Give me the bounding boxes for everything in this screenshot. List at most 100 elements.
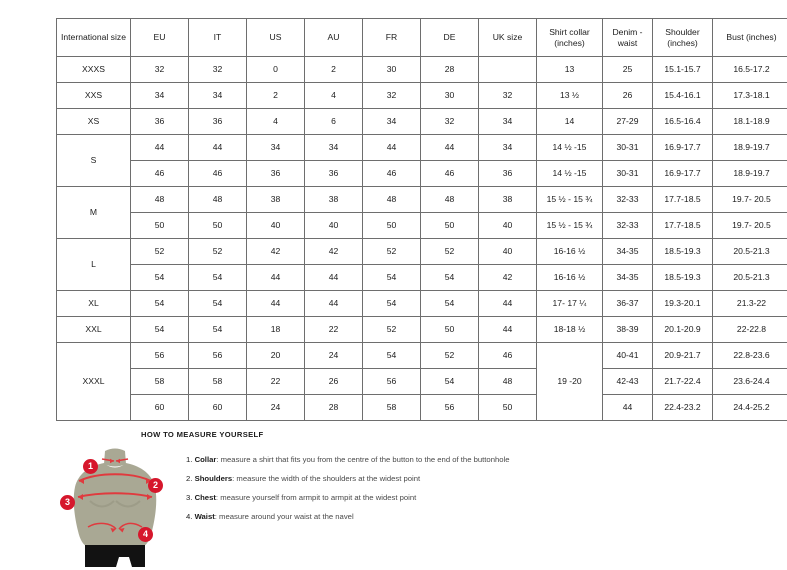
cell-uk: 50 xyxy=(479,395,537,421)
column-header-11: Bust (inches) xyxy=(713,19,787,57)
cell-de: 48 xyxy=(421,187,479,213)
cell-de: 28 xyxy=(421,57,479,83)
cell-au: 2 xyxy=(305,57,363,83)
cell-fr: 44 xyxy=(363,135,421,161)
cell-fr: 32 xyxy=(363,83,421,109)
cell-collar: 18-18 ½ xyxy=(537,317,603,343)
cell-eu: 52 xyxy=(131,239,189,265)
cell-shoulder: 15.1-15.7 xyxy=(653,57,713,83)
cell-bust: 18.1-18.9 xyxy=(713,109,787,135)
cell-de: 52 xyxy=(421,239,479,265)
cell-au: 40 xyxy=(305,213,363,239)
cell-denim: 32-33 xyxy=(603,213,653,239)
cell-eu: 46 xyxy=(131,161,189,187)
cell-it: 32 xyxy=(189,57,247,83)
cell-au: 4 xyxy=(305,83,363,109)
cell-shoulder: 16.9-17.7 xyxy=(653,135,713,161)
cell-us: 34 xyxy=(247,135,305,161)
cell-eu: 56 xyxy=(131,343,189,369)
measure-instruction-list: 1. Collar: measure a shirt that fits you… xyxy=(186,445,510,531)
measure-instruction-2: 2. Shoulders: measure the width of the s… xyxy=(186,474,510,484)
cell-denim: 44 xyxy=(603,395,653,421)
cell-it: 56 xyxy=(189,343,247,369)
cell-us: 44 xyxy=(247,291,305,317)
cell-fr: 30 xyxy=(363,57,421,83)
cell-au: 24 xyxy=(305,343,363,369)
cell-shoulder: 16.5-16.4 xyxy=(653,109,713,135)
cell-us: 22 xyxy=(247,369,305,395)
cell-bust: 22.8-23.6 xyxy=(713,343,787,369)
cell-eu: 60 xyxy=(131,395,189,421)
cell-it: 36 xyxy=(189,109,247,135)
column-header-7: UK size xyxy=(479,19,537,57)
cell-denim: 40-41 xyxy=(603,343,653,369)
cell-collar: 16-16 ½ xyxy=(537,265,603,291)
cell-uk: 44 xyxy=(479,317,537,343)
cell-fr: 50 xyxy=(363,213,421,239)
cell-denim: 36-37 xyxy=(603,291,653,317)
cell-intl: L xyxy=(57,239,131,291)
cell-shoulder: 21.7-22.4 xyxy=(653,369,713,395)
cell-bust: 22-22.8 xyxy=(713,317,787,343)
torso-figure-svg xyxy=(56,445,174,570)
cell-bust: 20.5-21.3 xyxy=(713,239,787,265)
cell-intl: XS xyxy=(57,109,131,135)
cell-intl: XXS xyxy=(57,83,131,109)
cell-us: 0 xyxy=(247,57,305,83)
measure-marker-1: 1 xyxy=(83,459,98,474)
cell-au: 6 xyxy=(305,109,363,135)
cell-collar: 17- 17 ¼ xyxy=(537,291,603,317)
cell-it: 44 xyxy=(189,135,247,161)
cell-uk: 38 xyxy=(479,187,537,213)
cell-bust: 20.5-21.3 xyxy=(713,265,787,291)
cell-bust: 16.5-17.2 xyxy=(713,57,787,83)
cell-fr: 52 xyxy=(363,239,421,265)
cell-us: 38 xyxy=(247,187,305,213)
cell-uk: 34 xyxy=(479,109,537,135)
cell-shoulder: 20.1-20.9 xyxy=(653,317,713,343)
cell-eu: 36 xyxy=(131,109,189,135)
cell-shoulder: 22.4-23.2 xyxy=(653,395,713,421)
cell-fr: 34 xyxy=(363,109,421,135)
cell-shoulder: 19.3-20.1 xyxy=(653,291,713,317)
cell-us: 20 xyxy=(247,343,305,369)
cell-collar: 14 xyxy=(537,109,603,135)
cell-bust: 18.9-19.7 xyxy=(713,161,787,187)
cell-collar: 13 xyxy=(537,57,603,83)
cell-denim: 25 xyxy=(603,57,653,83)
cell-fr: 48 xyxy=(363,187,421,213)
cell-uk: 40 xyxy=(479,239,537,265)
cell-uk xyxy=(479,57,537,83)
column-header-5: FR xyxy=(363,19,421,57)
measure-instruction-4: 4. Waist: measure around your waist at t… xyxy=(186,512,510,522)
column-header-3: US xyxy=(247,19,305,57)
cell-denim: 38-39 xyxy=(603,317,653,343)
cell-de: 46 xyxy=(421,161,479,187)
cell-it: 34 xyxy=(189,83,247,109)
column-header-8: Shirt collar (inches) xyxy=(537,19,603,57)
cell-denim: 42-43 xyxy=(603,369,653,395)
cell-denim: 34-35 xyxy=(603,239,653,265)
cell-collar: 15 ½ - 15 ¾ xyxy=(537,213,603,239)
cell-denim: 27-29 xyxy=(603,109,653,135)
cell-us: 40 xyxy=(247,213,305,239)
cell-shoulder: 17.7-18.5 xyxy=(653,213,713,239)
body-measurement-illustration: 1 2 3 4 xyxy=(56,445,174,570)
cell-fr: 54 xyxy=(363,343,421,369)
column-header-2: IT xyxy=(189,19,247,57)
cell-denim: 30-31 xyxy=(603,135,653,161)
cell-shoulder: 15.4-16.1 xyxy=(653,83,713,109)
cell-au: 44 xyxy=(305,291,363,317)
cell-eu: 54 xyxy=(131,317,189,343)
